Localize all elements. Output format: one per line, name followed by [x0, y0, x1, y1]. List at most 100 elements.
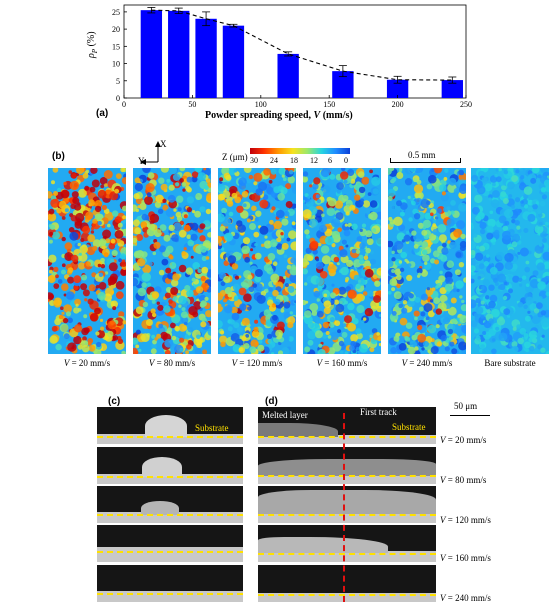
height-map-speckle — [160, 183, 168, 191]
height-map-speckle — [525, 296, 534, 305]
colorbar-tick-1: 30 — [250, 156, 258, 165]
height-map-speckle — [415, 191, 424, 200]
height-map-speckle — [74, 324, 83, 333]
height-map-speckle — [488, 318, 494, 324]
section-c-4-dash — [97, 551, 243, 553]
height-map-speckle — [338, 286, 347, 295]
height-map-speckle — [239, 303, 247, 311]
height-map-speckle — [304, 310, 312, 318]
height-map-speckle — [183, 214, 188, 219]
height-map-speckle — [319, 224, 327, 233]
height-map-speckle — [152, 251, 157, 256]
height-map-speckle — [244, 256, 251, 263]
height-map-speckle — [460, 233, 466, 240]
height-map-speckle — [485, 295, 490, 300]
height-map-speckle — [423, 341, 429, 347]
height-map-speckle — [451, 348, 458, 355]
height-map-speckle — [430, 346, 439, 355]
height-map-speckle — [473, 233, 478, 238]
height-map-speckle — [69, 231, 79, 241]
height-map-speckle — [405, 322, 413, 329]
height-map-speckle — [530, 177, 537, 184]
section-speed-3-text: = 120 mm/s — [445, 515, 491, 525]
height-map-speckle — [334, 200, 344, 209]
height-map-speckle — [64, 242, 73, 251]
height-map-speckle — [369, 334, 373, 339]
height-map-speckle — [166, 327, 173, 333]
height-map-speckle — [307, 339, 314, 346]
height-map-speckle — [358, 343, 369, 353]
height-map-speckle — [220, 281, 226, 287]
height-map-speckle — [81, 274, 88, 281]
height-map-speckle — [108, 242, 116, 250]
height-map-speckle — [448, 336, 454, 341]
height-map-speckle — [338, 297, 347, 306]
height-map-speckle — [434, 259, 440, 265]
height-map-speckle — [322, 185, 331, 194]
height-map-speckle — [183, 247, 187, 251]
height-map-speckle — [482, 279, 490, 287]
height-map-3-image — [214, 164, 301, 357]
height-map-speckle — [148, 261, 153, 267]
height-map-speckle — [167, 272, 174, 280]
section-c-2-substrate — [97, 474, 243, 484]
y-tick-label-3: 10 — [112, 60, 120, 69]
height-map-speckle — [330, 292, 336, 299]
height-map-speckle — [387, 290, 392, 295]
height-map-speckle — [163, 234, 171, 242]
height-map-speckle — [413, 184, 424, 194]
colorbar-tick-5: 6 — [328, 156, 332, 165]
height-map-speckle — [94, 307, 101, 315]
height-map-speckle — [440, 334, 447, 342]
section-speed-3: V = 120 mm/s — [440, 515, 491, 525]
y-tick-label-2: 5 — [116, 77, 120, 86]
height-map-speckle — [524, 266, 530, 273]
height-map-speckle — [205, 208, 212, 215]
height-map-speckle — [114, 230, 124, 239]
height-map-speckle — [386, 240, 394, 248]
height-map-speckle — [61, 263, 66, 268]
height-map-speckle — [523, 333, 529, 339]
height-map-speckle — [510, 231, 515, 237]
height-map-speckle — [327, 335, 332, 339]
height-map-speckle — [179, 337, 185, 343]
map-scalebar-tick-left — [390, 158, 391, 163]
height-map-speckle — [194, 210, 201, 218]
height-map-speckle — [398, 343, 407, 351]
map-caption-1-text: = 20 mm/s — [69, 358, 111, 368]
height-map-speckle — [475, 298, 481, 304]
height-map-speckle — [104, 271, 109, 275]
height-map-speckle — [205, 256, 210, 260]
height-map-speckle — [48, 254, 57, 263]
height-map-speckle — [152, 312, 157, 318]
height-map-speckle — [200, 275, 206, 281]
height-map-speckle — [186, 344, 192, 350]
height-map-speckle — [411, 200, 416, 206]
y-tick-label-4: 15 — [112, 42, 120, 51]
section-c-2-track — [142, 457, 182, 477]
height-map-speckle — [449, 241, 457, 249]
map-caption-6: Bare substrate — [471, 358, 549, 368]
section-d-3 — [258, 486, 436, 523]
height-map-speckle — [236, 220, 243, 227]
height-map-speckle — [519, 283, 523, 287]
height-map-speckle — [327, 197, 337, 207]
height-map-speckle — [272, 314, 278, 321]
height-map-speckle — [53, 283, 60, 289]
height-map-speckle — [498, 332, 508, 342]
height-map-speckle — [315, 194, 320, 199]
height-map-speckle — [246, 178, 252, 184]
height-map-speckle — [173, 222, 182, 231]
height-map-speckle — [112, 335, 119, 341]
height-map-speckle — [155, 194, 164, 203]
height-map-speckle — [195, 193, 203, 200]
height-map-speckle — [220, 330, 225, 335]
height-map-speckle — [199, 223, 206, 229]
height-map-speckle — [474, 194, 483, 204]
y-axis-letter: Y — [138, 156, 145, 166]
height-map-speckle — [333, 256, 340, 263]
height-map-speckle — [168, 184, 175, 191]
height-map-speckle — [204, 296, 209, 301]
height-map-speckle — [433, 297, 441, 304]
height-map-speckle — [400, 251, 407, 259]
